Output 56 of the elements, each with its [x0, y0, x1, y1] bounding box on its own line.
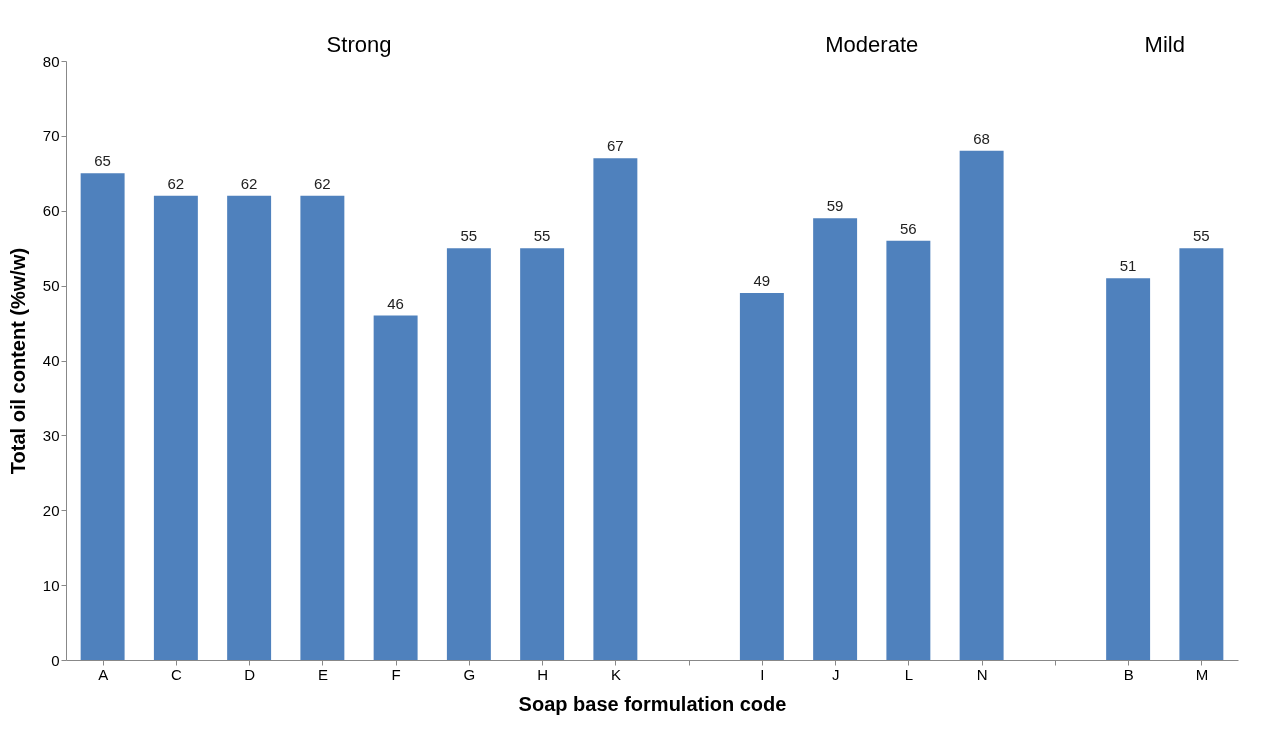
y-tick-label: 50	[42, 277, 60, 295]
y-tick-label: 30	[42, 426, 60, 444]
text: Strong	[326, 32, 392, 57]
y-tick-label: 40	[42, 352, 60, 369]
bar	[1106, 278, 1151, 660]
text: Moderate	[825, 32, 919, 57]
x-tick-label: N	[976, 665, 988, 683]
data-label: 55	[533, 227, 551, 245]
data-label: 62	[314, 174, 331, 192]
text: Mild	[1144, 32, 1185, 57]
y-tick-label: 0	[51, 651, 60, 669]
x-tick-label: J	[831, 665, 840, 683]
data-label: 65	[94, 152, 111, 170]
x-tick-label: D	[244, 665, 256, 683]
y-tick-label: 70	[42, 127, 60, 145]
data-label: 67	[607, 137, 624, 155]
bar	[959, 150, 1004, 660]
data-label: 56	[900, 219, 917, 237]
data-label: 55	[460, 227, 478, 245]
data-label: 62	[240, 174, 258, 192]
y-tick-label: 20	[42, 501, 60, 519]
bar	[373, 315, 418, 660]
bar	[1179, 248, 1224, 660]
data-label: 68	[973, 129, 990, 147]
x-tick-label: I	[760, 665, 765, 683]
bar	[813, 218, 858, 660]
x-tick-label: E	[317, 665, 328, 683]
y-tick-label: 80	[42, 52, 60, 70]
x-tick-label: G	[463, 665, 476, 683]
x-tick-label: K	[610, 665, 621, 683]
bar	[227, 195, 272, 660]
bar	[446, 248, 491, 660]
y-tick-label: 60	[42, 202, 60, 220]
y-tick-label: 10	[42, 576, 60, 594]
y-axis-title: Total oil content (%w/w)	[6, 247, 29, 475]
bar	[886, 240, 931, 660]
data-label: 46	[387, 294, 404, 312]
data-label: 49	[753, 272, 771, 290]
bar	[739, 293, 784, 660]
x-tick-label: M	[1195, 665, 1209, 683]
data-label: 59	[826, 197, 844, 215]
x-tick-label: H	[537, 665, 549, 683]
x-tick-label: A	[98, 665, 109, 683]
bar	[300, 195, 345, 660]
x-tick-label: L	[904, 665, 914, 683]
x-tick-label: F	[391, 665, 401, 683]
data-label: 62	[167, 174, 185, 192]
x-axis-title: Soap base formulation code	[518, 692, 787, 715]
x-tick-label: C	[170, 665, 182, 683]
data-label: 55	[1193, 227, 1210, 245]
bar	[593, 158, 638, 660]
bar	[520, 248, 565, 660]
bar	[80, 173, 125, 660]
x-tick-label: B	[1123, 665, 1134, 683]
bar	[153, 195, 198, 660]
data-label: 51	[1119, 257, 1137, 275]
